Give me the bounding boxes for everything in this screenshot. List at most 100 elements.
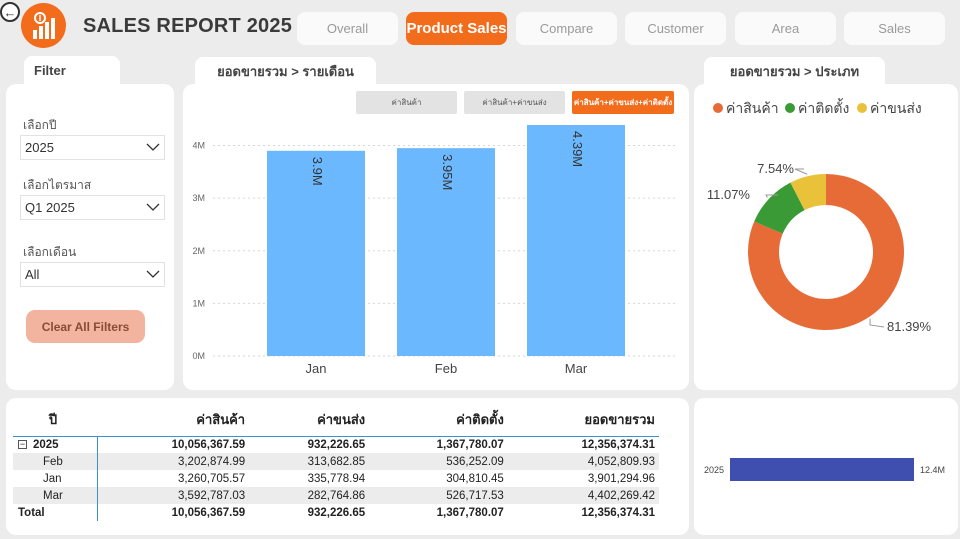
filter-panel: เลือกปี 2025 เลือกไตรมาส Q1 2025 เลือกเด… [6, 84, 174, 390]
table-cell: 536,252.09 [369, 453, 508, 470]
collapse-icon[interactable]: − [18, 439, 27, 450]
back-arrow-icon[interactable]: ← [0, 2, 20, 22]
y-tick-label: 2M [192, 246, 205, 256]
y-tick-label: 4M [192, 141, 205, 151]
data-label: 4.39M [570, 131, 585, 167]
col-header-install: ค่าติดตั้ง [456, 411, 504, 427]
legend-item: ค่าขนส่ง [870, 100, 922, 116]
slice-label: 7.54% [757, 161, 794, 176]
col-header-product: ค่าสินค้า [196, 411, 246, 427]
quarter-filter-label: เลือกไตรมาส [23, 178, 92, 192]
donut-slice-1 [754, 182, 805, 234]
table-cell: 3,260,705.57 [177, 472, 246, 485]
tab-customer[interactable]: Customer [625, 12, 726, 45]
toggle-product[interactable]: ค่าสินค้า [356, 91, 457, 114]
row-label-text: 2025 [33, 438, 59, 451]
table-cell: 932,226.65 [307, 506, 366, 519]
bar-jan [267, 150, 365, 356]
yearly-bar-chart: 2025 12.4M [704, 458, 945, 481]
legend-dot-0 [713, 103, 723, 113]
col-header-year: ปี [48, 411, 58, 427]
type-chart-card [694, 84, 958, 390]
bar-feb [397, 148, 495, 356]
x-tick-label: Jan [306, 361, 327, 376]
month-filter-label: เลือกเดือน [23, 245, 77, 259]
y-tick-label: 0M [192, 351, 205, 361]
table-cell: 12,356,374.31 [581, 506, 655, 519]
table-cell: 10,056,367.59 [97, 435, 250, 453]
tab-product-sales[interactable]: Product Sales [406, 12, 507, 45]
tab-overall[interactable]: Overall [297, 12, 398, 45]
row-label: Total [13, 504, 98, 521]
type-chart-title: ยอดขายรวม > ประเภท [704, 57, 885, 85]
quarter-select[interactable]: Q1 2025 [20, 195, 165, 220]
table-cell: 932,226.65 [249, 435, 370, 453]
table-cell: 282,764.86 [249, 487, 370, 504]
table-cell: 1,367,780.07 [436, 506, 504, 519]
table-cell: 335,778.94 [307, 472, 366, 485]
y-tick-label: 1M [192, 298, 205, 308]
filter-title: Filter [24, 56, 120, 84]
y-tick-label: 2025 [704, 465, 724, 475]
x-tick-label: Feb [435, 361, 457, 376]
legend-dot-2 [857, 103, 867, 113]
row-label: Feb [13, 453, 98, 470]
table-row: Jan 3,260,705.57 335,778.94 304,810.45 3… [13, 470, 659, 487]
table-cell: 12,356,374.31 [507, 435, 659, 453]
bar-mar [527, 125, 625, 356]
y-tick-label: 3M [192, 193, 205, 203]
tab-sales[interactable]: Sales [844, 12, 945, 45]
chevron-down-icon [146, 203, 160, 211]
x-tick-label: Mar [565, 361, 588, 376]
legend-item: ค่าสินค้า [726, 100, 779, 116]
year-select-value: 2025 [25, 140, 54, 155]
sales-chart-logo-icon [21, 3, 66, 48]
donut-slice-0 [748, 174, 904, 330]
data-label: 3.95M [440, 154, 455, 190]
year-select[interactable]: 2025 [20, 135, 165, 160]
table-row: −2025 10,056,367.59 932,226.65 1,367,780… [13, 435, 659, 453]
leader-line [869, 318, 885, 328]
row-label: Mar [13, 487, 98, 504]
type-donut-chart: ค่าสินค้า ค่าติดตั้ง ค่าขนส่ง 81.39% 11.07% 7… [707, 98, 932, 334]
table-cell: 4,052,809.93 [507, 453, 659, 470]
table-cell: 526,717.53 [369, 487, 508, 504]
sales-matrix-table: ปี ค่าสินค้า ค่าขนส่ง ค่าติดตั้ง ยอดขายร… [13, 403, 659, 521]
table-cell: 304,810.45 [446, 472, 504, 485]
toggle-product-shipping[interactable]: ค่าสินค้า+ค่าขนส่ง [464, 91, 565, 114]
data-label: 12.4M [920, 465, 945, 475]
toggle-product-shipping-install[interactable]: ค่าสินค้า+ค่าขนส่ง+ค่าติดตั้ง [572, 91, 674, 114]
slice-label: 81.39% [887, 319, 932, 334]
row-label: −2025 [13, 435, 98, 453]
leader-line [765, 194, 778, 198]
tab-compare[interactable]: Compare [516, 12, 617, 45]
bar-year-2025 [730, 458, 914, 481]
row-label: Jan [13, 470, 98, 487]
chevron-down-icon [146, 143, 160, 151]
col-header-total: ยอดขายรวม [584, 411, 655, 427]
data-label: 3.9M [310, 157, 325, 186]
monthly-bar-chart: 0M 1M 2M 3M 4M Jan 3.9M Feb 3.95M Mar 4.39M [192, 125, 678, 376]
table-cell: 3,202,874.99 [97, 453, 250, 470]
clear-filters-button[interactable]: Clear All Filters [26, 310, 145, 343]
table-row: Mar 3,592,787.03 282,764.86 526,717.53 4… [13, 487, 659, 504]
monthly-chart-title: ยอดขายรวม > รายเดือน [195, 57, 376, 85]
tab-area[interactable]: Area [735, 12, 836, 45]
table-cell: 4,402,269.42 [507, 487, 659, 504]
col-header-shipping: ค่าขนส่ง [317, 411, 366, 427]
year-filter-label: เลือกปี [23, 118, 57, 132]
table-cell: 3,901,294.96 [587, 472, 655, 485]
month-select-value: All [25, 267, 40, 282]
slice-label: 11.07% [707, 187, 751, 202]
page-title: SALES REPORT 2025 [83, 15, 293, 37]
table-cell: 3,592,787.03 [97, 487, 250, 504]
leader-line [794, 168, 808, 175]
legend-dot-1 [785, 103, 795, 113]
table-cell: 313,682.85 [249, 453, 370, 470]
donut-slice-2 [790, 174, 826, 211]
table-total-row: Total 10,056,367.59 932,226.65 1,367,780… [13, 504, 659, 521]
month-select[interactable]: All [20, 262, 165, 287]
chevron-down-icon [146, 270, 160, 278]
table-cell: 1,367,780.07 [369, 435, 508, 453]
table-cell: 10,056,367.59 [171, 506, 246, 519]
